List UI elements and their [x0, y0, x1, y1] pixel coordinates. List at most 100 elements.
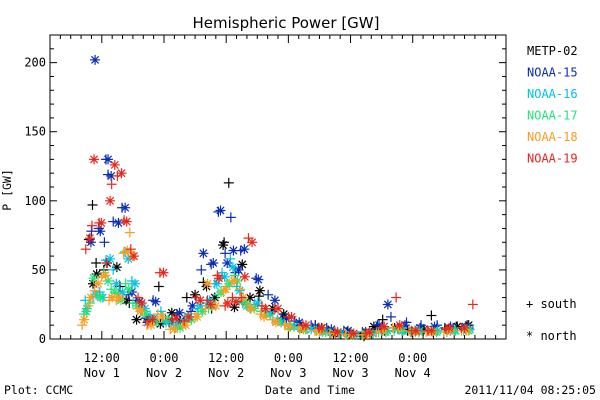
south-point — [124, 227, 135, 238]
footer-credit: Plot: CCMC — [4, 383, 73, 397]
north-point — [348, 328, 359, 339]
north-point — [90, 54, 101, 65]
north-point — [183, 311, 194, 322]
south-point — [391, 292, 402, 303]
north-point — [113, 217, 124, 228]
north-point — [218, 240, 229, 251]
south-point — [263, 289, 274, 300]
x-tick-time: 12:00 — [332, 351, 368, 365]
north-point — [114, 292, 125, 303]
north-point — [364, 327, 375, 338]
south-point — [200, 303, 211, 314]
north-point — [444, 322, 454, 333]
south-point — [153, 281, 164, 292]
south-point — [377, 314, 388, 325]
north-point — [459, 322, 470, 333]
north-point — [208, 258, 219, 268]
x-tick-time: 0:00 — [150, 351, 179, 365]
south-point — [83, 300, 94, 311]
north-point — [260, 303, 271, 314]
north-point — [180, 320, 191, 331]
north-point — [259, 311, 270, 322]
north-point — [96, 217, 107, 228]
north-point — [111, 278, 122, 289]
south-point — [89, 285, 100, 296]
north-point — [103, 154, 114, 165]
south-point — [236, 292, 247, 303]
legend-item: NOAA-19 — [527, 152, 578, 166]
north-point — [195, 295, 206, 306]
north-point — [100, 270, 111, 281]
y-tick-label: 150 — [24, 125, 46, 139]
north-point — [121, 216, 132, 227]
north-point — [426, 325, 437, 336]
north-point — [317, 322, 328, 333]
south-point — [91, 258, 102, 268]
north-point — [300, 320, 311, 331]
north-point — [332, 327, 343, 338]
north-point — [81, 306, 92, 317]
north-point — [252, 298, 263, 309]
south-point — [108, 264, 119, 275]
x-tick-time: 0:00 — [274, 351, 303, 365]
legend-item: NOAA-15 — [527, 66, 578, 80]
north-point — [382, 299, 393, 310]
north-point — [174, 307, 185, 318]
data-points — [77, 54, 478, 342]
legend-item: METP-02 — [527, 44, 578, 58]
north-point — [253, 274, 264, 285]
x-axis-label: Date and Time — [265, 383, 355, 397]
north-point — [93, 278, 104, 289]
north-point — [228, 245, 239, 256]
north-point — [239, 271, 250, 282]
north-point — [228, 275, 239, 286]
north-point — [147, 314, 158, 325]
north-point — [140, 309, 151, 320]
x-tick-date: Nov 1 — [84, 366, 120, 380]
south-point — [235, 284, 246, 295]
legend-item: NOAA-17 — [527, 109, 578, 123]
south-point — [220, 248, 231, 259]
north-point — [79, 314, 90, 325]
north-point — [231, 296, 242, 307]
south-point — [99, 237, 110, 248]
south-point — [179, 316, 190, 327]
north-point — [198, 248, 209, 259]
y-axis: 0 50 100 150 200 — [24, 34, 506, 346]
north-point — [379, 321, 390, 332]
north-point — [135, 306, 146, 317]
marker-legend-item: + south — [526, 297, 577, 311]
north-point — [227, 262, 238, 273]
south-point — [196, 264, 207, 275]
south-point — [86, 220, 97, 231]
south-point — [253, 291, 264, 302]
y-tick-label: 100 — [24, 194, 46, 208]
south-point — [80, 244, 91, 255]
north-point — [202, 278, 213, 289]
south-point — [467, 299, 478, 310]
north-point — [169, 324, 180, 335]
legend-item: NOAA-16 — [527, 87, 578, 101]
north-point — [89, 154, 100, 165]
south-point — [120, 278, 131, 289]
north-point — [254, 285, 265, 296]
north-point — [95, 292, 106, 303]
south-point — [385, 311, 396, 322]
y-tick-label: 50 — [32, 263, 46, 277]
north-point — [116, 168, 127, 179]
north-point — [95, 226, 106, 237]
y-tick-label: 200 — [24, 56, 46, 70]
north-point — [213, 273, 224, 284]
y-tick-label: 0 — [39, 332, 46, 346]
north-point — [120, 202, 131, 213]
y-axis-label: P [GW] — [0, 169, 14, 211]
footer-timestamp: 2011/11/04 08:25:05 — [464, 383, 596, 397]
legend: METP-02 NOAA-15 NOAA-16 NOAA-17 NOAA-18 NOAA-… — [527, 44, 578, 166]
south-point — [101, 258, 112, 268]
north-point — [105, 195, 116, 206]
south-point — [133, 292, 144, 303]
south-point — [106, 179, 117, 190]
north-point — [270, 317, 281, 328]
x-tick-time: 0:00 — [398, 351, 427, 365]
